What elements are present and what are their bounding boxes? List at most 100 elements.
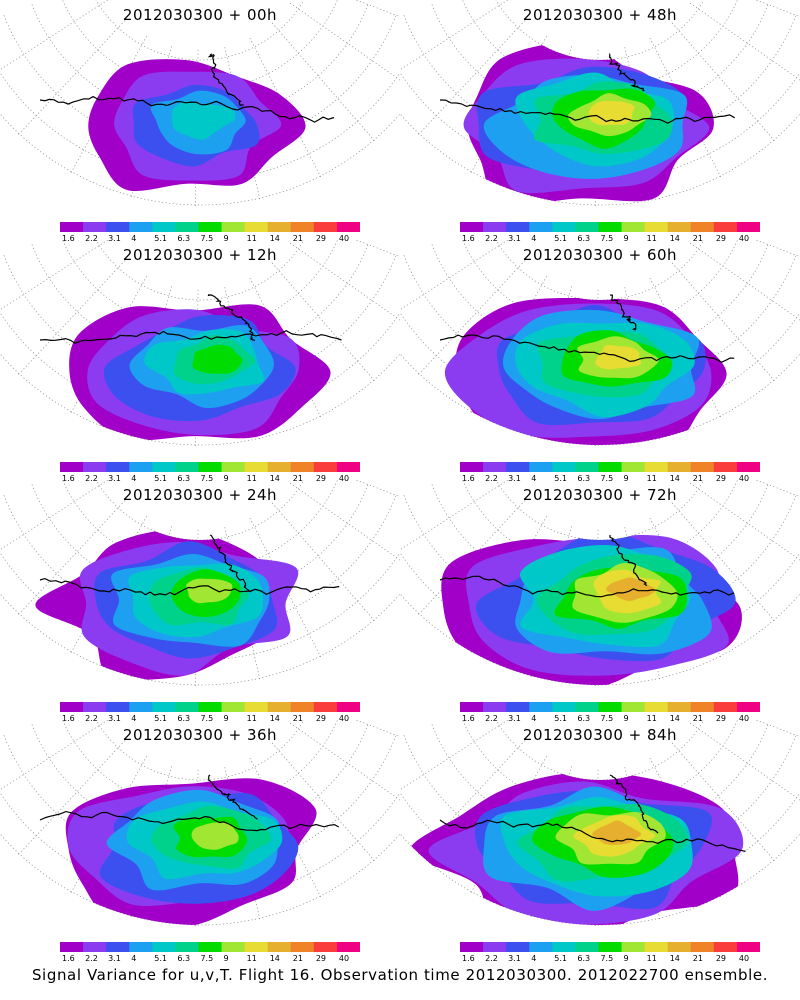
colorbar-swatch bbox=[460, 222, 484, 232]
colorbar-swatch bbox=[244, 462, 269, 472]
colorbar-swatch bbox=[60, 462, 84, 472]
colorbar-swatch bbox=[736, 942, 760, 952]
colorbar-swatch bbox=[221, 942, 246, 952]
colorbar: 1.6 2.2 3.1 4 5.1 6.3 7.5 9 11 14 21 29 40 bbox=[60, 942, 360, 963]
colorbar-swatch bbox=[221, 462, 246, 472]
panel-title: 2012030300 + 84h bbox=[522, 726, 678, 744]
colorbar-tick-label: 9 bbox=[624, 954, 629, 963]
colorbar-tick-label: 29 bbox=[716, 234, 726, 243]
colorbar-tick-label: 4 bbox=[131, 954, 136, 963]
colorbar-tick-label: 2.2 bbox=[85, 954, 98, 963]
panel-title: 2012030300 + 12h bbox=[122, 246, 278, 264]
colorbar-swatch bbox=[621, 702, 646, 712]
map-plot bbox=[0, 240, 400, 447]
colorbar-swatch bbox=[290, 942, 315, 952]
colorbar-tick-label: 7.5 bbox=[600, 234, 613, 243]
colorbar-tick-label: 9 bbox=[624, 474, 629, 483]
colorbar-swatch bbox=[460, 942, 484, 952]
colorbar-tick-label: 4 bbox=[531, 234, 536, 243]
colorbar-swatch bbox=[529, 222, 553, 232]
colorbar-swatch bbox=[313, 222, 338, 232]
colorbar-swatch bbox=[483, 462, 507, 472]
colorbar-swatch bbox=[336, 702, 360, 712]
colorbar-swatch bbox=[290, 702, 315, 712]
map-plot bbox=[0, 0, 400, 207]
colorbar-tick-label: 1.6 bbox=[462, 474, 475, 483]
colorbar: 1.6 2.2 3.1 4 5.1 6.3 7.5 9 11 14 21 29 40 bbox=[460, 702, 760, 723]
map-panel: 2012030300 + 72h 1.6 2.2 3.1 4 5.1 6.3 7.5 9 11 14… bbox=[400, 480, 800, 723]
coastline bbox=[439, 535, 735, 598]
colorbar-swatch bbox=[575, 222, 599, 232]
colorbar-tick-label: 40 bbox=[339, 234, 349, 243]
colorbar-swatch bbox=[106, 942, 130, 952]
colorbar-tick-label: 21 bbox=[693, 954, 703, 963]
map-plot bbox=[400, 480, 800, 687]
colorbar-tick-label: 5.1 bbox=[154, 714, 167, 723]
colorbar-swatch bbox=[244, 702, 269, 712]
colorbar-swatch bbox=[506, 942, 530, 952]
colorbar-swatch bbox=[713, 942, 738, 952]
colorbar-swatch bbox=[336, 462, 360, 472]
colorbar-swatch bbox=[483, 702, 507, 712]
colorbar-tick-label: 2.2 bbox=[485, 474, 498, 483]
colorbar-swatch bbox=[506, 702, 530, 712]
colorbar-swatch bbox=[267, 702, 292, 712]
colorbar-tick-label: 1.6 bbox=[62, 474, 75, 483]
colorbar-tick-label: 29 bbox=[716, 954, 726, 963]
colorbar-swatch bbox=[552, 462, 576, 472]
colorbar-swatch bbox=[736, 702, 760, 712]
colorbar-swatch bbox=[83, 222, 107, 232]
colorbar-tick-label: 7.5 bbox=[200, 474, 213, 483]
colorbar-swatch bbox=[621, 222, 646, 232]
colorbar-swatch bbox=[267, 942, 292, 952]
colorbar-tick-label: 5.1 bbox=[554, 234, 567, 243]
colorbar-tick-label: 3.1 bbox=[508, 714, 521, 723]
coastline bbox=[439, 294, 735, 363]
colorbar-tick-label: 1.6 bbox=[62, 954, 75, 963]
colorbar-tick-label: 40 bbox=[339, 474, 349, 483]
colorbar-tick-label: 6.3 bbox=[577, 714, 590, 723]
colorbar-tick-label: 5.1 bbox=[554, 474, 567, 483]
colorbar-tick-label: 3.1 bbox=[108, 714, 121, 723]
colorbar-swatch bbox=[83, 462, 107, 472]
colorbar-tick-label: 6.3 bbox=[177, 474, 190, 483]
variance-field bbox=[444, 298, 727, 446]
colorbar-tick-label: 7.5 bbox=[200, 234, 213, 243]
colorbar-swatch bbox=[221, 702, 246, 712]
colorbar-swatch bbox=[575, 702, 599, 712]
colorbar-swatch bbox=[60, 942, 84, 952]
colorbar-swatch bbox=[313, 702, 338, 712]
colorbar-swatch bbox=[175, 702, 199, 712]
colorbar-tick-label: 14 bbox=[670, 954, 680, 963]
colorbar-tick-label: 40 bbox=[339, 714, 349, 723]
colorbar-swatch bbox=[129, 222, 153, 232]
colorbar-tick-label: 3.1 bbox=[108, 954, 121, 963]
colorbar: 1.6 2.2 3.1 4 5.1 6.3 7.5 9 11 14 21 29 40 bbox=[460, 462, 760, 483]
colorbar-swatch bbox=[152, 462, 176, 472]
colorbar-swatch bbox=[690, 702, 715, 712]
colorbar-swatch bbox=[129, 702, 153, 712]
colorbar-tick-label: 7.5 bbox=[600, 714, 613, 723]
coastline bbox=[39, 294, 342, 344]
colorbar-swatch bbox=[129, 462, 153, 472]
colorbar: 1.6 2.2 3.1 4 5.1 6.3 7.5 9 11 14 21 29 40 bbox=[460, 222, 760, 243]
map-panel: 2012030300 + 84h 1.6 2.2 3.1 4 5.1 6.3 7.5 9 11 14… bbox=[400, 720, 800, 963]
variance-field bbox=[69, 304, 331, 441]
colorbar-swatch bbox=[198, 462, 223, 472]
colorbar-tick-label: 29 bbox=[716, 714, 726, 723]
colorbar-tick-label: 11 bbox=[247, 474, 257, 483]
colorbar-swatch bbox=[575, 462, 599, 472]
colorbar-tick-label: 11 bbox=[647, 954, 657, 963]
colorbar-swatch bbox=[60, 222, 84, 232]
colorbar-tick-label: 9 bbox=[624, 234, 629, 243]
colorbar-tick-label: 11 bbox=[247, 234, 257, 243]
colorbar-swatch bbox=[267, 462, 292, 472]
colorbar-tick-label: 5.1 bbox=[154, 234, 167, 243]
colorbar-tick-label: 6.3 bbox=[177, 234, 190, 243]
colorbar-tick-label: 5.1 bbox=[154, 954, 167, 963]
colorbar-swatch bbox=[244, 222, 269, 232]
colorbar-swatch bbox=[736, 222, 760, 232]
colorbar-swatch bbox=[552, 702, 576, 712]
map-plot bbox=[400, 240, 800, 447]
colorbar-tick-label: 21 bbox=[693, 234, 703, 243]
